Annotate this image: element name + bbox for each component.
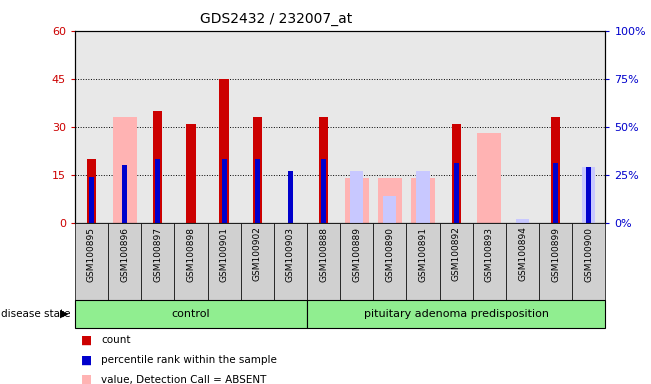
Bar — [186, 124, 195, 223]
Text: control: control — [172, 309, 210, 319]
Bar — [307, 223, 340, 300]
Bar — [288, 171, 293, 223]
Bar — [113, 117, 137, 223]
Bar — [516, 219, 529, 223]
Text: percentile rank within the sample: percentile rank within the sample — [101, 355, 277, 365]
Bar — [153, 111, 162, 223]
Bar — [439, 223, 473, 300]
Text: GSM100892: GSM100892 — [452, 227, 461, 281]
Bar — [539, 223, 572, 300]
Text: GSM100900: GSM100900 — [585, 227, 593, 281]
Text: GSM100888: GSM100888 — [319, 227, 328, 281]
Bar — [417, 171, 430, 223]
Bar — [572, 223, 605, 300]
Text: GSM100894: GSM100894 — [518, 227, 527, 281]
Bar — [253, 117, 262, 223]
Text: GDS2432 / 232007_at: GDS2432 / 232007_at — [201, 12, 353, 25]
Bar — [340, 223, 373, 300]
Text: ■: ■ — [81, 373, 92, 384]
Text: value, Detection Call = ABSENT: value, Detection Call = ABSENT — [101, 375, 266, 384]
Text: count: count — [101, 335, 130, 345]
Text: ▶: ▶ — [60, 309, 68, 319]
Text: GSM100889: GSM100889 — [352, 227, 361, 281]
Bar — [141, 223, 174, 300]
Bar — [473, 223, 506, 300]
Bar — [411, 178, 435, 223]
Bar — [587, 167, 591, 223]
Text: GSM100897: GSM100897 — [153, 227, 162, 281]
Bar — [551, 117, 561, 223]
Text: GSM100891: GSM100891 — [419, 227, 428, 281]
Bar — [319, 117, 328, 223]
Bar — [87, 159, 96, 223]
Bar — [506, 223, 539, 300]
Text: GSM100901: GSM100901 — [219, 227, 229, 281]
Bar — [89, 177, 94, 223]
Bar — [75, 223, 108, 300]
Bar — [208, 223, 241, 300]
Bar — [108, 223, 141, 300]
Text: ■: ■ — [81, 353, 92, 366]
Bar — [122, 165, 127, 223]
Text: GSM100893: GSM100893 — [485, 227, 494, 281]
Bar — [307, 300, 605, 328]
Bar — [274, 223, 307, 300]
Bar — [156, 159, 160, 223]
Bar — [219, 79, 229, 223]
Bar — [454, 163, 459, 223]
Text: disease state: disease state — [1, 309, 70, 319]
Bar — [321, 159, 326, 223]
Text: GSM100890: GSM100890 — [385, 227, 395, 281]
Bar — [241, 223, 274, 300]
Bar — [350, 171, 363, 223]
Bar — [373, 223, 406, 300]
Bar — [75, 300, 307, 328]
Bar — [174, 223, 208, 300]
Text: GSM100896: GSM100896 — [120, 227, 129, 281]
Bar — [406, 223, 439, 300]
Bar — [378, 178, 402, 223]
Text: GSM100898: GSM100898 — [186, 227, 195, 281]
Bar — [221, 159, 227, 223]
Bar — [255, 159, 260, 223]
Bar — [452, 124, 461, 223]
Bar — [477, 133, 501, 223]
Text: GSM100895: GSM100895 — [87, 227, 96, 281]
Text: GSM100902: GSM100902 — [253, 227, 262, 281]
Text: GSM100899: GSM100899 — [551, 227, 561, 281]
Text: GSM100903: GSM100903 — [286, 227, 295, 281]
Bar — [553, 163, 558, 223]
Bar — [383, 196, 396, 223]
Bar — [582, 167, 596, 223]
Text: ■: ■ — [81, 333, 92, 346]
Text: pituitary adenoma predisposition: pituitary adenoma predisposition — [364, 309, 549, 319]
Bar — [345, 178, 368, 223]
